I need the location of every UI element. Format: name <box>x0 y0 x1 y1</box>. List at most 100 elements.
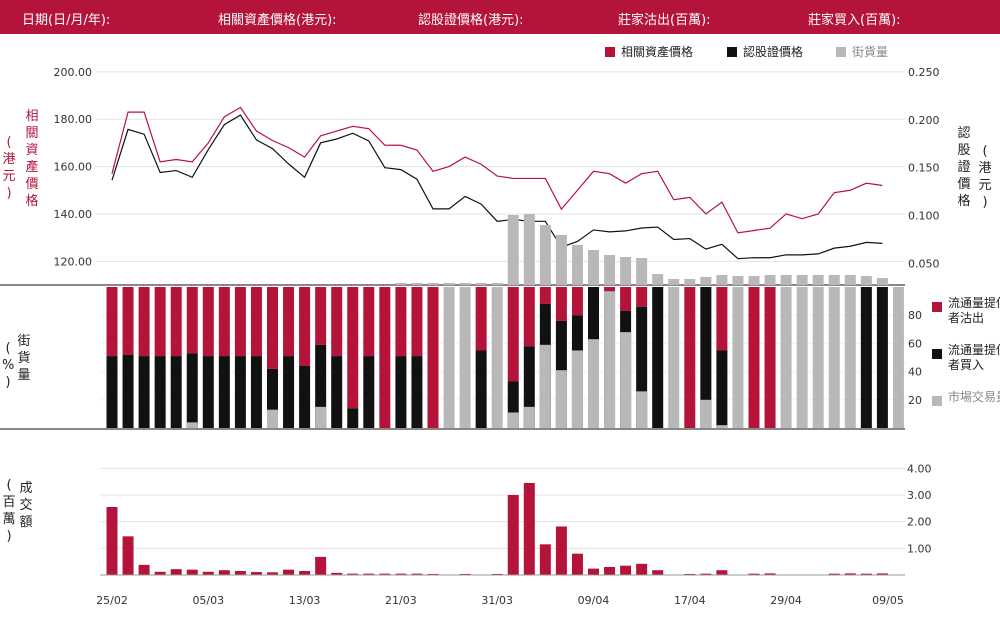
lp-buy-bar <box>299 365 311 428</box>
turnover-bar <box>684 573 696 575</box>
outstanding-column <box>331 287 343 428</box>
lp-sell-bar <box>523 287 535 347</box>
lp-buy-bar <box>218 356 230 428</box>
lp-buy-bar <box>507 381 519 428</box>
market-volume-bar <box>892 287 904 428</box>
lp-buy-bar <box>860 287 872 428</box>
outstanding-column <box>186 287 198 428</box>
turnover-bar <box>523 483 535 575</box>
x-axis-date-tick: 17/04 <box>674 594 706 607</box>
lp-sell-bar <box>347 287 359 409</box>
turnover-bar <box>363 573 375 575</box>
outstanding-column <box>218 287 230 428</box>
turnover-bar <box>652 570 664 575</box>
outstanding-axis-tick: 80 <box>908 309 922 322</box>
outstanding-bar <box>443 283 455 285</box>
market-volume-bar <box>491 287 503 428</box>
legend-warrant[interactable]: 認股證價格 <box>727 43 803 60</box>
x-axis-date-tick: 25/02 <box>96 594 128 607</box>
outstanding-column <box>892 287 904 428</box>
turnover-bar <box>491 573 503 575</box>
legend-underlying[interactable]: 相關資產價格 <box>605 43 693 60</box>
outstanding-column <box>748 276 760 428</box>
legend-swatch-grey <box>836 47 846 57</box>
market-volume-bar <box>732 287 744 428</box>
turnover-bar <box>828 573 840 575</box>
lp-sell-bar <box>138 287 150 357</box>
lp-sell-bar <box>764 287 776 428</box>
turnover-bar <box>395 573 407 575</box>
market-volume-bar <box>636 391 648 428</box>
legend-market-text: 市場交易量 <box>948 390 1000 404</box>
market-volume-bar <box>459 287 471 428</box>
market-volume-bar <box>539 344 551 428</box>
outstanding-column <box>283 287 295 428</box>
turnover-bar <box>315 556 327 575</box>
outstanding-column <box>812 275 824 428</box>
lp-sell-bar <box>427 287 439 428</box>
turnover-bar <box>748 573 760 575</box>
market-volume-bar <box>523 406 535 428</box>
outstanding-column <box>684 279 696 428</box>
outstanding-column <box>796 275 808 428</box>
outstanding-bar <box>459 283 471 285</box>
lp-buy-bar <box>700 287 712 428</box>
lp-sell-bar <box>234 287 246 357</box>
turnover-bar <box>539 544 551 575</box>
lp-buy-bar <box>411 356 423 428</box>
lp-buy-bar <box>267 368 278 428</box>
outstanding-bar <box>860 276 872 285</box>
market-volume-bar <box>796 287 808 428</box>
outstanding-bar <box>780 275 792 285</box>
outstanding-bar <box>668 279 680 285</box>
market-volume-bar <box>716 425 728 428</box>
outstanding-column <box>234 287 246 428</box>
lp-buy-bar <box>636 306 648 428</box>
lp-sell-bar <box>748 287 760 428</box>
outstanding-column <box>764 275 776 428</box>
outstanding-column <box>732 276 744 428</box>
turnover-bar <box>876 573 888 575</box>
turnover-bar <box>170 569 182 575</box>
outstanding-column <box>202 287 214 428</box>
lp-buy-bar <box>652 287 664 428</box>
outstanding-column <box>379 287 391 428</box>
turnover-bar <box>844 573 856 575</box>
outstanding-bar <box>411 283 423 285</box>
lp-sell-bar <box>379 287 391 428</box>
right-axis-tick: 0.100 <box>908 210 940 223</box>
lp-buy-bar <box>315 344 327 428</box>
outstanding-title: 街貨量 <box>17 334 31 383</box>
turnover-bar <box>106 507 118 575</box>
market-volume-bar <box>844 287 856 428</box>
outstanding-column <box>555 235 567 428</box>
outstanding-column <box>620 257 632 428</box>
lp-buy-bar <box>363 356 375 428</box>
outstanding-column <box>347 287 359 428</box>
x-axis-date-tick: 31/03 <box>481 594 513 607</box>
legend-lp-buy-text: 流通量提供者買入 <box>948 343 1000 372</box>
lp-sell-bar <box>154 287 166 357</box>
market-volume-bar <box>668 287 680 428</box>
lp-sell-bar <box>636 287 648 307</box>
outstanding-column <box>475 283 487 428</box>
right-axis-tick: 0.150 <box>908 162 940 175</box>
legend-outstanding-text: 街貨量 <box>852 45 889 59</box>
market-volume-bar <box>700 399 712 428</box>
lp-sell-bar <box>202 287 214 357</box>
outstanding-column <box>443 283 455 428</box>
outstanding-bar <box>604 255 616 285</box>
x-axis-date-tick: 21/03 <box>385 594 417 607</box>
left-axis-tick: 200.00 <box>54 66 93 79</box>
outstanding-column <box>700 277 712 428</box>
lp-sell-bar <box>571 287 583 316</box>
lp-sell-bar <box>250 287 262 357</box>
outstanding-column <box>267 287 278 428</box>
outstanding-bar <box>539 225 551 285</box>
turnover-bar <box>427 573 439 575</box>
left-axis-title: 相關資產價格 <box>25 109 39 209</box>
lp-buy-bar <box>234 356 246 428</box>
turnover-bar <box>860 573 872 575</box>
date-label: 日期(日/月/年): <box>22 13 111 28</box>
legend-outstanding[interactable]: 街貨量 <box>836 43 888 60</box>
